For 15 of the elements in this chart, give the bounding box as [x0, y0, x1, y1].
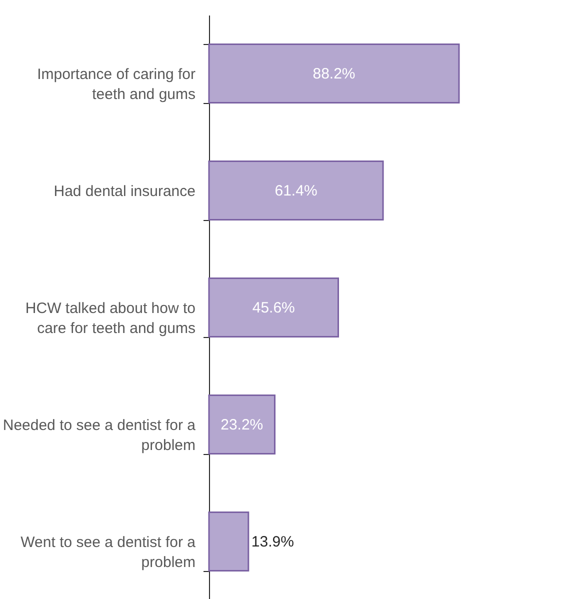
data-label: 23.2%: [220, 416, 264, 434]
y-tick-label: HCW talked about how to care for teeth and gums: [25, 300, 196, 337]
bar: [208, 44, 460, 104]
data-label: 13.9%: [251, 534, 294, 550]
bar: [208, 160, 384, 220]
data-label: 45.6%: [252, 300, 295, 316]
data-label: 88.2%: [312, 66, 356, 82]
bar: [208, 278, 339, 338]
data-label: 61.4%: [274, 182, 318, 200]
y-tick-label: Had dental insurance: [54, 183, 196, 200]
bar: [208, 512, 250, 572]
y-tick-label: Importance of caring for teeth and gums: [37, 66, 196, 103]
y-tick-label: Needed to see a dentist for a problem: [2, 417, 196, 454]
y-tick-label: Went to see a dentist for a problem: [20, 534, 196, 571]
bar: [208, 394, 276, 454]
